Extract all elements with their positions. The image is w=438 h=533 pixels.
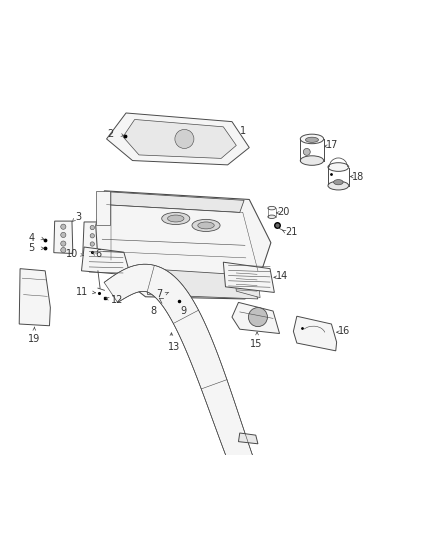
Polygon shape <box>232 302 279 334</box>
Text: 19: 19 <box>28 334 40 344</box>
Polygon shape <box>96 191 271 299</box>
Text: 15: 15 <box>250 338 262 349</box>
Ellipse shape <box>162 213 190 224</box>
Ellipse shape <box>334 180 343 185</box>
Circle shape <box>248 308 268 327</box>
Ellipse shape <box>328 181 349 190</box>
Polygon shape <box>106 113 249 165</box>
Ellipse shape <box>328 163 349 172</box>
Ellipse shape <box>268 206 276 210</box>
Text: 4: 4 <box>28 232 34 243</box>
Polygon shape <box>104 192 244 213</box>
Text: 13: 13 <box>168 342 180 352</box>
Text: 8: 8 <box>150 306 156 316</box>
Circle shape <box>90 233 95 238</box>
Polygon shape <box>19 269 50 326</box>
Circle shape <box>304 149 310 155</box>
Ellipse shape <box>300 156 324 165</box>
Circle shape <box>61 247 66 253</box>
Text: 6: 6 <box>96 249 102 260</box>
Polygon shape <box>96 191 110 225</box>
Text: 7: 7 <box>156 289 163 298</box>
Polygon shape <box>223 262 274 293</box>
Circle shape <box>90 225 95 230</box>
Text: 2: 2 <box>107 129 113 139</box>
Text: 12: 12 <box>111 295 123 305</box>
Text: 20: 20 <box>277 207 290 217</box>
Circle shape <box>90 242 95 246</box>
Text: 11: 11 <box>76 287 88 297</box>
Polygon shape <box>83 222 101 254</box>
Polygon shape <box>145 269 258 299</box>
Polygon shape <box>293 316 337 351</box>
Polygon shape <box>54 221 73 254</box>
Text: 10: 10 <box>66 248 78 259</box>
Ellipse shape <box>192 220 220 231</box>
Circle shape <box>90 248 95 253</box>
Ellipse shape <box>300 134 324 144</box>
Circle shape <box>175 130 194 149</box>
Ellipse shape <box>198 222 214 229</box>
Text: 17: 17 <box>326 140 339 150</box>
Text: 14: 14 <box>276 271 288 281</box>
Polygon shape <box>104 264 261 486</box>
Text: 16: 16 <box>338 326 350 336</box>
Text: 3: 3 <box>75 212 81 222</box>
Text: 1: 1 <box>240 126 246 136</box>
Ellipse shape <box>305 137 318 142</box>
Polygon shape <box>238 433 258 444</box>
Text: 9: 9 <box>180 306 187 316</box>
Circle shape <box>61 224 66 229</box>
Polygon shape <box>234 270 260 297</box>
Ellipse shape <box>168 215 184 222</box>
Text: 5: 5 <box>28 244 34 253</box>
Text: 21: 21 <box>285 227 297 237</box>
Circle shape <box>61 241 66 246</box>
Circle shape <box>61 232 66 238</box>
Polygon shape <box>81 247 131 275</box>
Polygon shape <box>123 119 236 158</box>
Ellipse shape <box>268 215 276 219</box>
Text: 18: 18 <box>352 172 364 182</box>
